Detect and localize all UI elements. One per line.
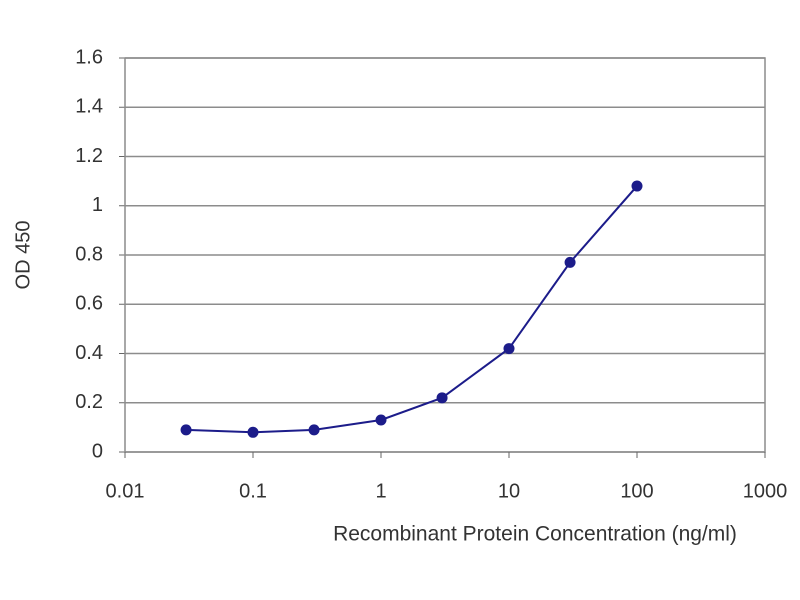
data-point xyxy=(180,424,192,436)
x-tick-label: 100 xyxy=(620,480,653,502)
y-tick-label: 0 xyxy=(92,440,103,462)
data-point xyxy=(375,414,387,426)
data-point xyxy=(308,424,320,436)
y-tick-label: 0.8 xyxy=(75,243,103,265)
x-tick-label: 1 xyxy=(375,480,386,502)
y-tick-label: 0.4 xyxy=(75,342,103,364)
x-axis-label: Recombinant Protein Concentration (ng/ml… xyxy=(333,523,737,546)
y-tick-label: 1.2 xyxy=(75,145,103,167)
plot-border xyxy=(124,57,766,453)
series-line xyxy=(186,185,638,434)
y-tick-label: 0.6 xyxy=(75,293,103,315)
x-tick-label: 1000 xyxy=(743,480,788,502)
x-tick-label: 0.01 xyxy=(106,480,145,502)
y-tick-label: 0.2 xyxy=(75,391,103,413)
data-point xyxy=(564,256,576,268)
y-tick-label: 1.6 xyxy=(75,46,103,68)
y-tick-label: 1.4 xyxy=(75,96,103,118)
x-tick-label: 0.1 xyxy=(239,480,267,502)
data-point xyxy=(247,426,259,438)
x-tick-label: 10 xyxy=(498,480,520,502)
data-point xyxy=(503,343,515,355)
data-point xyxy=(631,180,643,192)
y-axis-label: OD 450 xyxy=(12,221,34,290)
data-point xyxy=(436,392,448,404)
y-tick-label: 1 xyxy=(92,194,103,216)
